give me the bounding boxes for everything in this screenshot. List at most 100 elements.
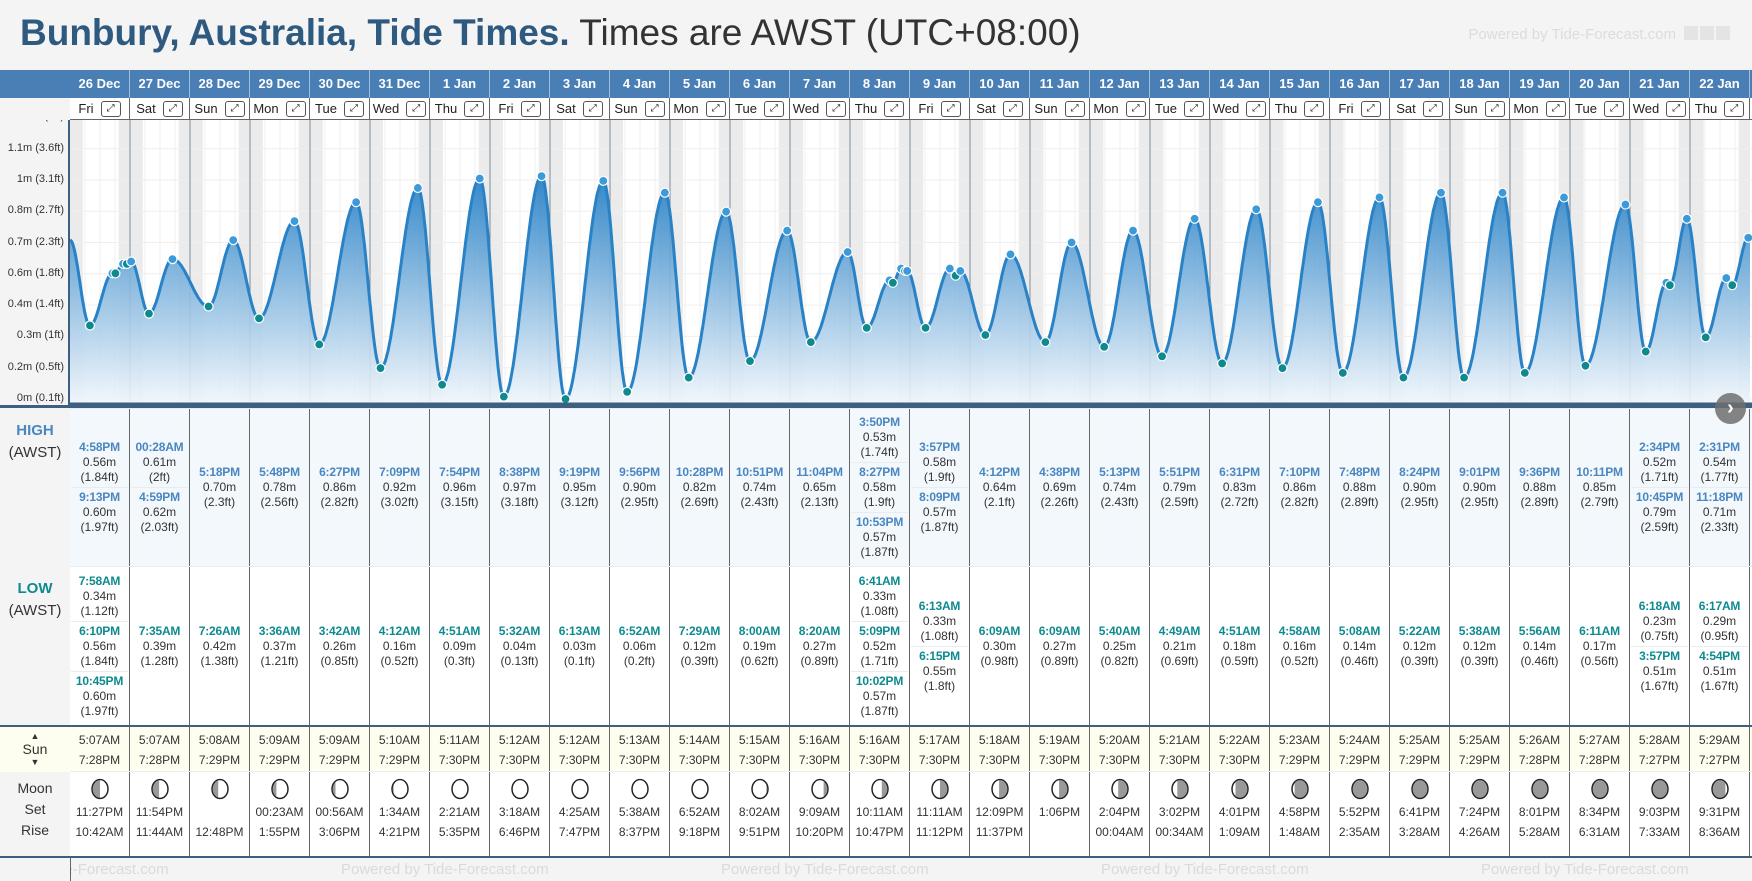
date-header[interactable]: 4 Jan [610, 70, 670, 98]
expand-icon-button[interactable]: ⤢ [406, 100, 427, 117]
high-tide-point[interactable] [1251, 204, 1262, 215]
low-tide-point[interactable] [110, 268, 121, 279]
date-header[interactable]: 3 Jan [550, 70, 610, 98]
low-tide-point[interactable] [622, 386, 633, 397]
high-tide-point[interactable] [944, 263, 955, 274]
date-header[interactable]: 1 Jan [430, 70, 490, 98]
expand-icon-button[interactable]: ⤢ [285, 100, 306, 117]
date-header[interactable]: 22 Jan [1690, 70, 1750, 98]
high-tide-point[interactable] [782, 225, 793, 236]
low-tide-point[interactable] [314, 339, 325, 350]
date-header[interactable]: 10 Jan [970, 70, 1030, 98]
date-header[interactable]: 8 Jan [850, 70, 910, 98]
low-tide-point[interactable] [143, 308, 155, 319]
date-header[interactable]: 30 Dec [310, 70, 370, 98]
expand-icon-button[interactable]: ⤢ [464, 100, 485, 117]
low-tide-point[interactable] [1217, 358, 1228, 369]
expand-icon-button[interactable]: ⤢ [520, 100, 541, 117]
date-header[interactable]: 2 Jan [490, 70, 550, 98]
high-tide-point[interactable] [1721, 272, 1732, 284]
low-tide-point[interactable] [437, 379, 448, 390]
low-tide-point[interactable] [560, 393, 571, 405]
date-header[interactable]: 16 Jan [1330, 70, 1390, 98]
expand-icon-button[interactable]: ⤢ [582, 100, 603, 117]
high-tide-point[interactable] [1005, 249, 1016, 260]
high-tide-point[interactable] [955, 265, 966, 277]
expand-icon-button[interactable]: ⤢ [1125, 100, 1146, 117]
low-tide-point[interactable] [920, 322, 931, 333]
high-tide-point[interactable] [536, 171, 547, 182]
high-tide-point[interactable] [351, 197, 362, 208]
low-tide-point[interactable] [1040, 336, 1051, 348]
expand-icon-button[interactable]: ⤢ [1246, 100, 1267, 117]
date-header[interactable]: 18 Jan [1450, 70, 1510, 98]
expand-icon-button[interactable]: ⤢ [940, 100, 961, 117]
high-tide-point[interactable] [474, 173, 485, 184]
date-header[interactable]: 15 Jan [1270, 70, 1330, 98]
date-header[interactable]: 17 Jan [1390, 70, 1450, 98]
high-tide-point[interactable] [1681, 213, 1692, 224]
low-tide-point[interactable] [805, 336, 816, 348]
low-tide-point[interactable] [683, 372, 694, 383]
low-tide-point[interactable] [84, 320, 96, 331]
date-header[interactable]: 9 Jan [910, 70, 970, 98]
date-header[interactable]: 7 Jan [790, 70, 850, 98]
low-tide-point[interactable] [375, 363, 386, 374]
expand-icon-button[interactable]: ⤢ [1064, 100, 1085, 117]
expand-icon-button[interactable]: ⤢ [1360, 100, 1381, 117]
high-tide-point[interactable] [598, 175, 609, 186]
low-tide-point[interactable] [1156, 351, 1168, 362]
high-tide-point[interactable] [842, 246, 853, 258]
low-tide-point[interactable] [1099, 341, 1110, 352]
low-tide-point[interactable] [980, 329, 991, 341]
low-tide-point[interactable] [253, 313, 265, 324]
high-tide-point[interactable] [228, 235, 239, 246]
expand-icon-button[interactable]: ⤢ [826, 100, 847, 117]
expand-icon-button[interactable]: ⤢ [1304, 100, 1325, 117]
date-header[interactable]: 14 Jan [1210, 70, 1270, 98]
high-tide-point[interactable] [1127, 225, 1139, 236]
date-header[interactable]: 5 Jan [670, 70, 730, 98]
low-tide-point[interactable] [744, 355, 756, 367]
date-header[interactable]: 27 Dec [130, 70, 190, 98]
high-tide-point[interactable] [659, 187, 670, 198]
low-tide-point[interactable] [1700, 332, 1711, 343]
low-tide-point[interactable] [1640, 346, 1651, 357]
high-tide-point[interactable] [126, 256, 137, 267]
high-tide-point[interactable] [289, 216, 300, 227]
high-tide-point[interactable] [1497, 187, 1508, 198]
expand-icon-button[interactable]: ⤢ [1666, 100, 1687, 117]
low-tide-point[interactable] [861, 322, 872, 333]
expand-icon-button[interactable]: ⤢ [1422, 100, 1443, 117]
date-header[interactable]: 29 Dec [250, 70, 310, 98]
high-tide-point[interactable] [1620, 199, 1631, 210]
low-tide-point[interactable] [1398, 372, 1409, 383]
date-header[interactable]: 31 Dec [370, 70, 430, 98]
low-tide-point[interactable] [1458, 372, 1470, 383]
expand-icon-button[interactable]: ⤢ [100, 100, 121, 117]
high-tide-point[interactable] [1312, 197, 1324, 208]
high-tide-point[interactable] [721, 206, 732, 217]
expand-icon-button[interactable]: ⤢ [884, 100, 905, 117]
date-header[interactable]: 13 Jan [1150, 70, 1210, 98]
low-tide-point[interactable] [498, 391, 509, 402]
expand-icon-button[interactable]: ⤢ [705, 100, 726, 117]
expand-icon-button[interactable]: ⤢ [162, 100, 183, 117]
high-tide-point[interactable] [167, 253, 178, 265]
expand-icon-button[interactable]: ⤢ [1545, 100, 1566, 117]
expand-icon-button[interactable]: ⤢ [343, 100, 364, 117]
high-tide-point[interactable] [1374, 192, 1385, 203]
expand-icon-button[interactable]: ⤢ [1484, 100, 1505, 117]
high-tide-point[interactable] [1743, 232, 1752, 243]
high-tide-point[interactable] [902, 265, 913, 277]
date-header[interactable]: 28 Dec [190, 70, 250, 98]
low-tide-point[interactable] [1580, 360, 1591, 371]
low-tide-point[interactable] [203, 301, 214, 312]
low-tide-point[interactable] [1727, 280, 1738, 291]
high-tide-point[interactable] [1066, 237, 1077, 248]
expand-icon-button[interactable]: ⤢ [1724, 100, 1745, 117]
date-header[interactable]: 12 Jan [1090, 70, 1150, 98]
low-tide-point[interactable] [887, 277, 898, 288]
expand-icon-button[interactable]: ⤢ [224, 100, 245, 117]
date-header[interactable]: 21 Jan [1630, 70, 1690, 98]
